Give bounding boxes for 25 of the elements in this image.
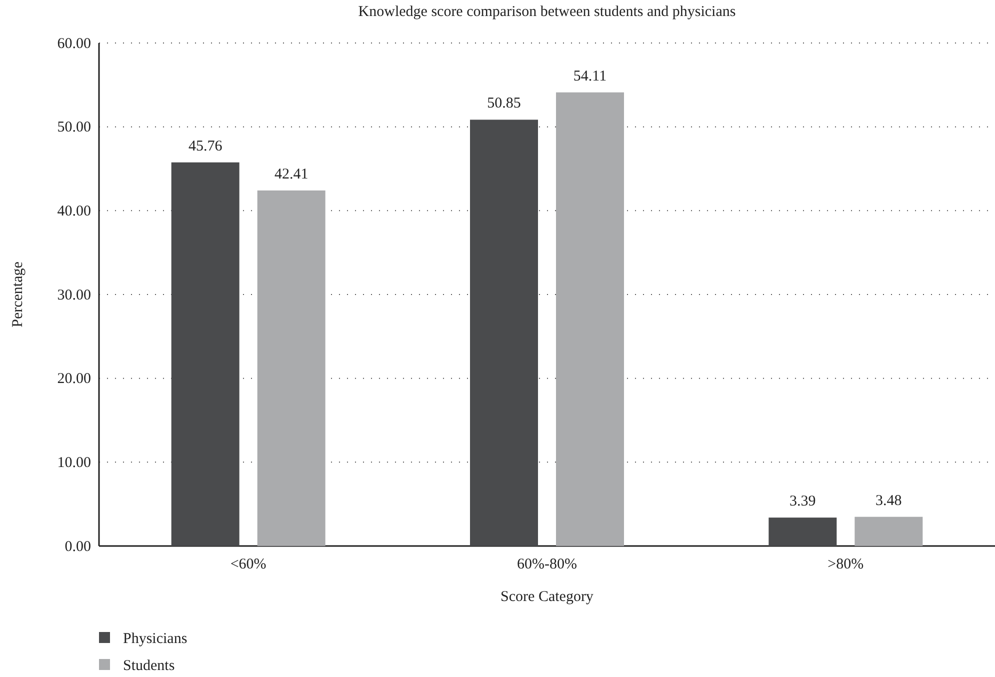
data-label: 50.85 [487, 96, 521, 112]
y-tick-label: 30.00 [57, 287, 91, 304]
chart-title: Knowledge score comparison between students and physicians [358, 4, 736, 20]
bar [768, 518, 837, 546]
x-tick-label: 60%-80% [517, 556, 577, 573]
y-tick-label: 50.00 [57, 120, 91, 136]
data-label: 54.11 [573, 68, 607, 84]
bar [854, 516, 923, 546]
x-axis-title: Score Category [500, 589, 594, 605]
x-tick-label: >80% [828, 556, 864, 573]
data-label: 3.39 [790, 494, 816, 510]
y-tick-label: 0.00 [64, 538, 91, 555]
legend-label: Physicians [123, 631, 188, 647]
legend-label: Students [123, 658, 175, 674]
y-tick-label: 20.00 [57, 371, 91, 388]
x-tick-label: <60% [230, 556, 266, 573]
data-label: 45.76 [188, 138, 223, 154]
y-axis-title: Percentage [10, 261, 26, 328]
data-label: 42.41 [274, 166, 308, 182]
y-tick-label: 10.00 [57, 454, 91, 471]
bar [257, 190, 326, 546]
y-tick-label: 60.00 [57, 36, 91, 52]
data-label: 3.48 [876, 492, 902, 509]
y-tick-label: 40.00 [57, 203, 91, 220]
bar [556, 92, 624, 546]
